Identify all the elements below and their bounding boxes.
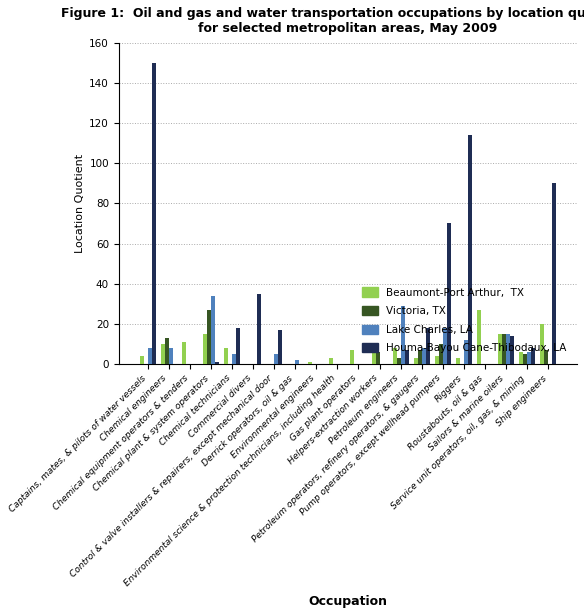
Bar [308, 362, 312, 364]
Bar [434, 355, 439, 364]
Bar [447, 223, 451, 364]
Bar [418, 350, 422, 364]
Bar [439, 344, 443, 364]
Bar [274, 354, 278, 364]
Bar [215, 362, 219, 364]
Bar [207, 310, 211, 364]
Bar [376, 352, 380, 364]
Bar [232, 354, 236, 364]
Legend: Beaumont-Port Arthur,  TX, Victoria, TX, Lake Charles, LA, Houma-Bayou Cane-Thib: Beaumont-Port Arthur, TX, Victoria, TX, … [357, 282, 572, 359]
Bar [211, 296, 215, 364]
Bar [203, 334, 207, 364]
Bar [506, 334, 510, 364]
Bar [236, 328, 240, 364]
Bar [413, 358, 418, 364]
Bar [257, 293, 261, 364]
Bar [531, 347, 535, 364]
Bar [401, 306, 405, 364]
Title: Figure 1:  Oil and gas and water transportation occupations by location quotient: Figure 1: Oil and gas and water transpor… [61, 7, 584, 35]
Bar [295, 360, 299, 364]
Bar [544, 350, 548, 364]
Bar [443, 328, 447, 364]
Bar [224, 347, 228, 364]
Bar [552, 183, 556, 364]
Bar [405, 350, 409, 364]
Bar [540, 323, 544, 364]
Bar [392, 347, 397, 364]
Bar [523, 354, 527, 364]
Bar [165, 338, 169, 364]
Bar [371, 352, 376, 364]
Bar [527, 352, 531, 364]
Bar [278, 330, 282, 364]
Bar [397, 358, 401, 364]
Bar [426, 328, 430, 364]
Y-axis label: Location Quotient: Location Quotient [75, 154, 85, 253]
Bar [182, 342, 186, 364]
Bar [464, 339, 468, 364]
Bar [498, 334, 502, 364]
Bar [148, 347, 152, 364]
Bar [477, 310, 481, 364]
Bar [510, 336, 514, 364]
Bar [422, 347, 426, 364]
Bar [140, 355, 144, 364]
Bar [502, 334, 506, 364]
Bar [161, 344, 165, 364]
Bar [169, 347, 173, 364]
Bar [519, 352, 523, 364]
Bar [152, 63, 155, 364]
Bar [350, 350, 354, 364]
X-axis label: Occupation: Occupation [308, 595, 387, 608]
Bar [468, 135, 472, 364]
Bar [329, 358, 333, 364]
Bar [456, 358, 460, 364]
